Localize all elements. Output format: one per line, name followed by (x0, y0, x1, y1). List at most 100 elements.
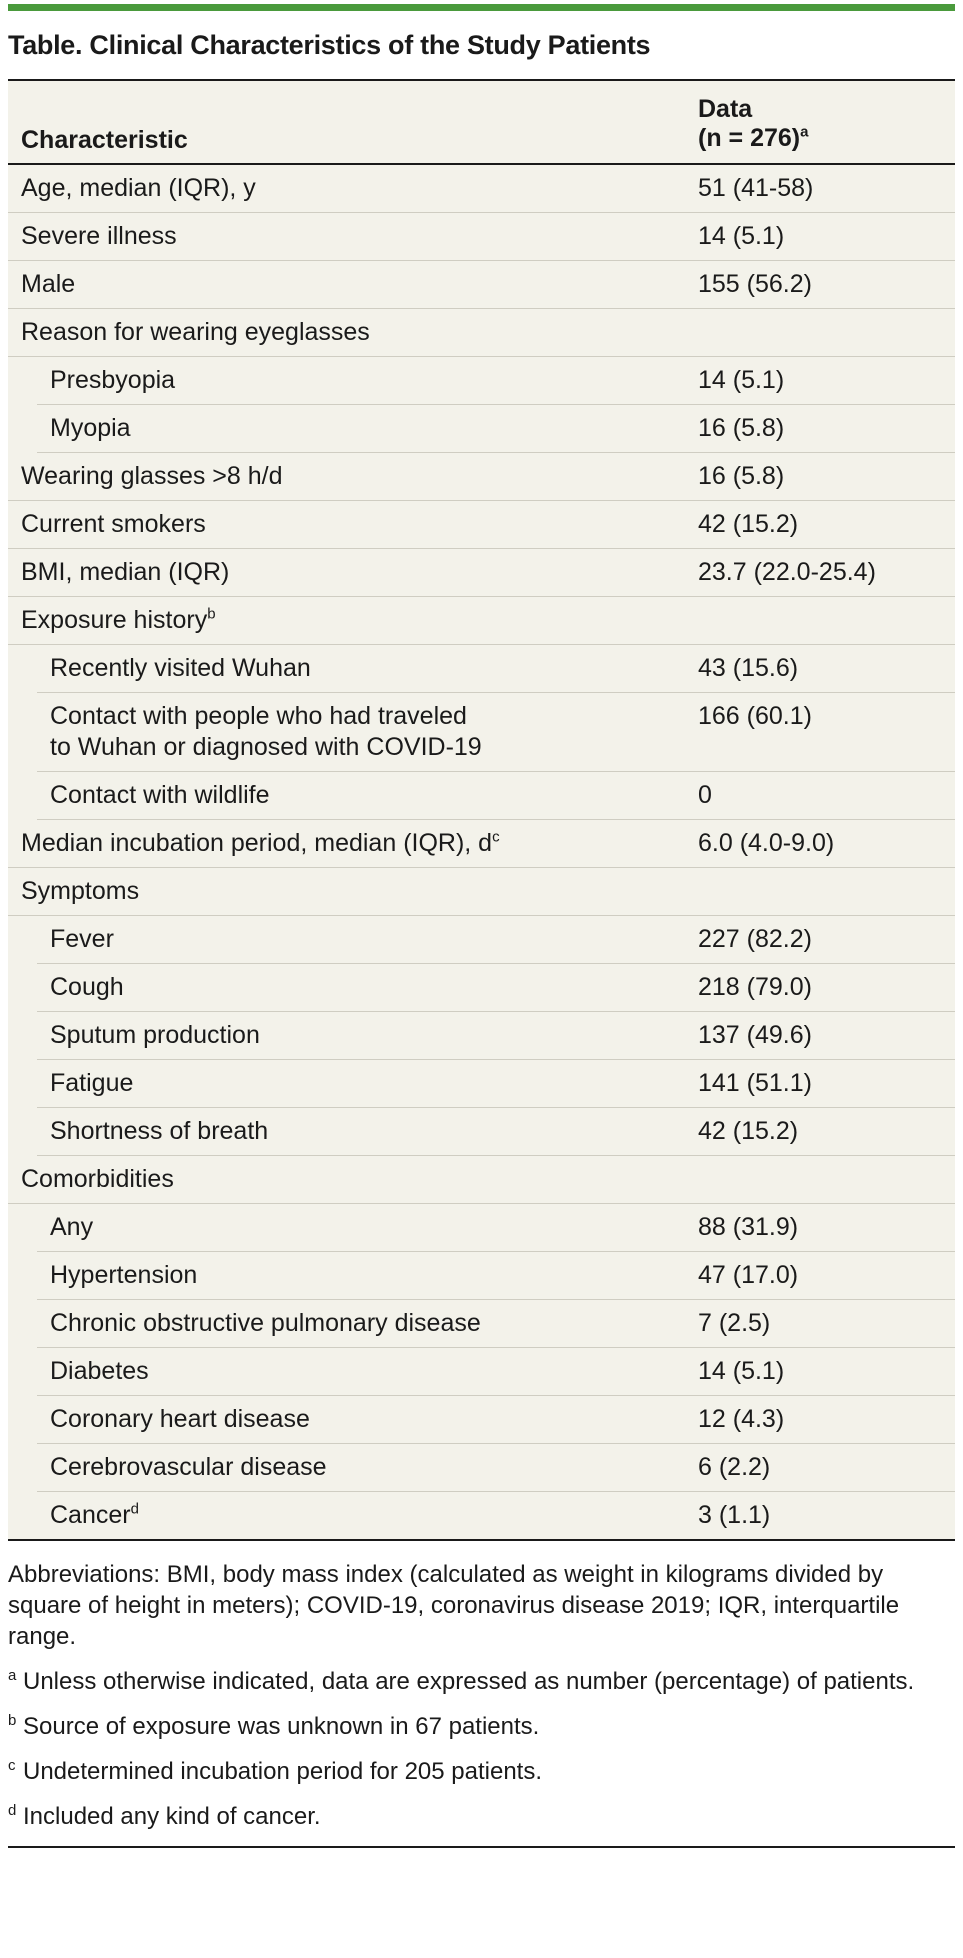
row-value: 42 (15.2) (698, 1117, 799, 1145)
row-label-text: Cancer (50, 1501, 131, 1529)
table-row: Current smokers 42 (15.2) (8, 501, 955, 549)
row-value: 0 (698, 781, 712, 809)
table-row: Cerebrovascular disease 6 (2.2) (37, 1444, 955, 1492)
row-label-text: Male (21, 270, 76, 298)
table-row: Contact with wildlife 0 (37, 772, 955, 820)
row-label-text: Wearing glasses >8 h/d (21, 462, 283, 490)
table-body: Age, median (IQR), y 51 (41-58) Severe ill… (8, 165, 955, 1539)
table-row: Cancerd 3 (1.1) (37, 1492, 955, 1539)
table-row: BMI, median (IQR) 23.7 (22.0-25.4) (8, 549, 955, 597)
row-label: Contact with wildlife (37, 772, 698, 819)
table-row: Sputum production 137 (49.6) (37, 1012, 955, 1060)
table-row: Comorbidities (8, 1156, 955, 1204)
row-value: 155 (56.2) (698, 270, 812, 298)
row-label: Cerebrovascular disease (37, 1444, 698, 1491)
table-row: Median incubation period, median (IQR), … (8, 820, 955, 868)
footnote-text: Undetermined incubation period for 205 p… (23, 1758, 542, 1785)
row-value: 166 (60.1) (698, 702, 812, 730)
row-label: Current smokers (8, 501, 698, 548)
row-label-text: Fever (50, 925, 114, 953)
footnotes: a Unless otherwise indicated, data are ex… (8, 1666, 955, 1832)
accent-bar (8, 4, 955, 11)
row-label: Fatigue (37, 1060, 698, 1107)
row-value: 6.0 (4.0-9.0) (698, 829, 835, 857)
row-value: 16 (5.8) (698, 414, 785, 442)
row-label-text: Severe illness (21, 222, 177, 250)
footnote-marker: a (8, 1667, 17, 1684)
row-label: Exposure historyb (8, 597, 698, 644)
row-label-text: Presbyopia (50, 366, 176, 394)
row-value: 12 (4.3) (698, 1405, 785, 1433)
row-label-text: Sputum production (50, 1021, 260, 1049)
row-label-text: BMI, median (IQR) (21, 558, 230, 586)
row-value: 23.7 (22.0-25.4) (698, 558, 876, 586)
header-data-line2: (n = 276)a (698, 124, 808, 153)
abbreviations-note: Abbreviations: BMI, body mass index (cal… (8, 1561, 900, 1650)
row-label: Comorbidities (8, 1156, 698, 1203)
row-value: 14 (5.1) (698, 222, 785, 250)
table-row: Male 155 (56.2) (8, 261, 955, 309)
row-label-text: Exposure history (21, 606, 208, 634)
table-row: Any 88 (31.9) (37, 1204, 955, 1252)
row-label-text: Contact with wildlife (50, 781, 270, 809)
table-notes: Abbreviations: BMI, body mass index (cal… (8, 1541, 955, 1832)
row-label: Male (8, 261, 698, 308)
table-row: Coronary heart disease 12 (4.3) (37, 1396, 955, 1444)
row-label-text: Current smokers (21, 510, 206, 538)
footnote-marker: b (8, 1712, 17, 1729)
footnote-text: Unless otherwise indicated, data are exp… (23, 1668, 915, 1695)
row-label: Symptoms (8, 868, 698, 915)
row-value: 47 (17.0) (698, 1261, 799, 1289)
row-label: Presbyopia (37, 357, 698, 404)
row-label: Sputum production (37, 1012, 698, 1059)
row-label-text: Coronary heart disease (50, 1405, 310, 1433)
row-label-line: to Wuhan or diagnosed with COVID-19 (50, 733, 482, 761)
footnote: c Undetermined incubation period for 205 … (8, 1756, 955, 1787)
row-label-text: Chronic obstructive pulmonary disease (50, 1309, 481, 1337)
row-label-text: Cerebrovascular disease (50, 1453, 327, 1481)
row-value: 227 (82.2) (698, 925, 812, 953)
row-label: Cough (37, 964, 698, 1011)
footnote: d Included any kind of cancer. (8, 1801, 955, 1832)
footnote-marker: b (207, 605, 216, 623)
footnote-marker: d (130, 1500, 139, 1518)
table-row: Age, median (IQR), y 51 (41-58) (8, 165, 955, 213)
table-row: Presbyopia 14 (5.1) (37, 357, 955, 405)
table-row: Cough 218 (79.0) (37, 964, 955, 1012)
header-data-line1: Data (698, 95, 753, 123)
footnote-text: Included any kind of cancer. (23, 1803, 321, 1830)
row-label: Recently visited Wuhan (37, 645, 698, 692)
table-figure: Table. Clinical Characteristics of the S… (8, 0, 955, 1848)
row-value: 218 (79.0) (698, 973, 812, 1001)
table-row: Diabetes 14 (5.1) (37, 1348, 955, 1396)
row-label-text: Median incubation period, median (IQR), … (21, 829, 493, 857)
row-value: 42 (15.2) (698, 510, 799, 538)
row-value: 16 (5.8) (698, 462, 785, 490)
row-label: Median incubation period, median (IQR), … (8, 820, 698, 867)
table-row: Severe illness 14 (5.1) (8, 213, 955, 261)
row-label-text: Shortness of breath (50, 1117, 269, 1145)
row-value: 14 (5.1) (698, 1357, 785, 1385)
row-label-text: Any (50, 1213, 94, 1241)
row-label: Hypertension (37, 1252, 698, 1299)
footnote-marker: d (8, 1802, 17, 1819)
row-label-text: Comorbidities (21, 1165, 174, 1193)
table-row: Reason for wearing eyeglasses (8, 309, 955, 357)
row-label-text: Age, median (IQR), y (21, 174, 256, 202)
table-row: Wearing glasses >8 h/d 16 (5.8) (8, 453, 955, 501)
bottom-rule (8, 1846, 955, 1848)
table-row: Fever 227 (82.2) (37, 916, 955, 964)
footnote-marker: c (8, 1757, 16, 1774)
row-label: Fever (37, 916, 698, 963)
row-label-text: Myopia (50, 414, 131, 442)
table-row: Hypertension 47 (17.0) (37, 1252, 955, 1300)
footnote-marker: c (492, 828, 500, 846)
row-value: 88 (31.9) (698, 1213, 799, 1241)
row-label: Severe illness (8, 213, 698, 260)
footnote-text: Source of exposure was unknown in 67 pat… (23, 1713, 540, 1740)
data-table: Characteristic Data (n = 276)a Age, medi… (8, 79, 955, 1541)
row-value: 137 (49.6) (698, 1021, 812, 1049)
table-row: Contact with people who had traveled to W… (37, 693, 955, 772)
row-label-text: Cough (50, 973, 124, 1001)
row-label-text: Fatigue (50, 1069, 134, 1097)
